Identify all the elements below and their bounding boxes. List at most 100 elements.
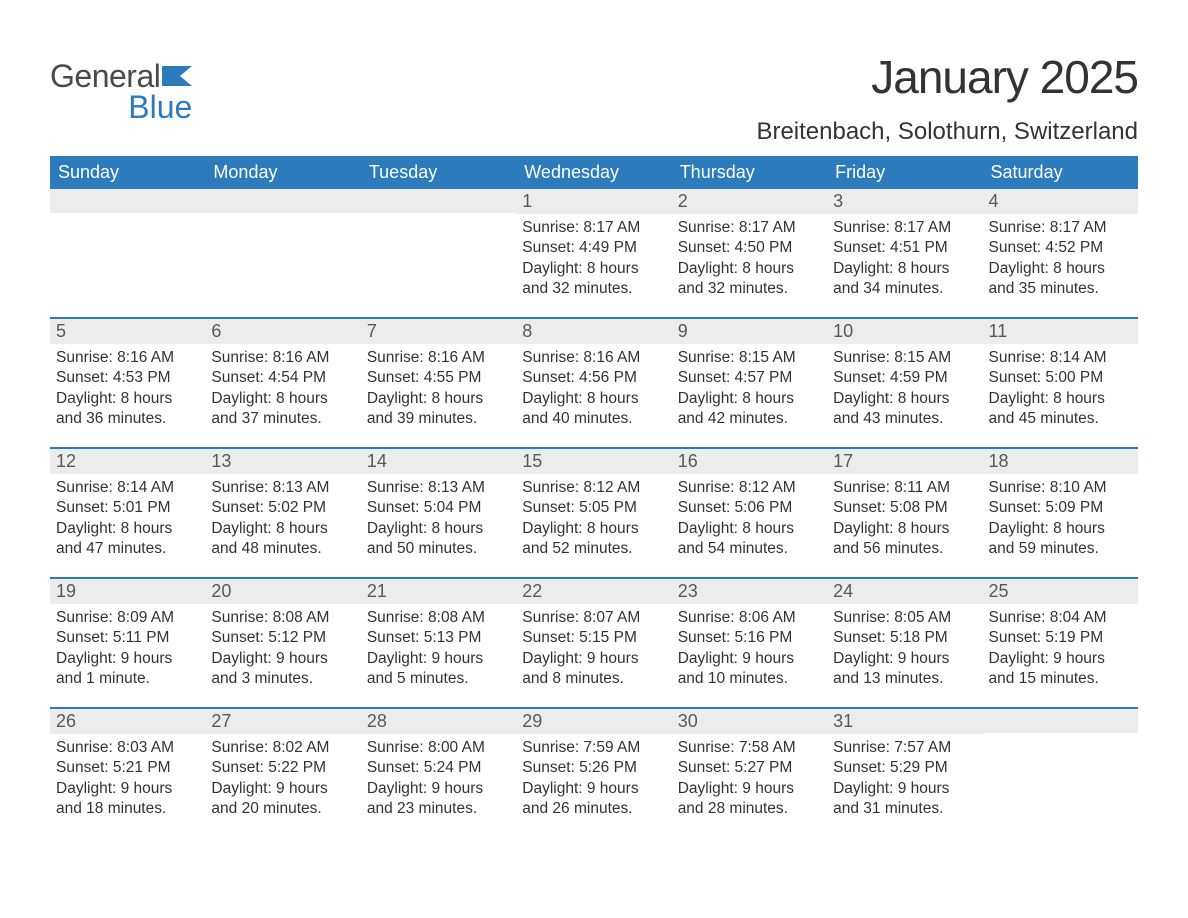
month-title: January 2025 bbox=[756, 50, 1138, 104]
sunset-line: Sunset: 5:21 PM bbox=[56, 758, 199, 778]
daylight-line: Daylight: 8 hours and 40 minutes. bbox=[522, 389, 665, 430]
weeks-container: 1Sunrise: 8:17 AMSunset: 4:49 PMDaylight… bbox=[50, 189, 1138, 837]
daylight-line: Daylight: 9 hours and 20 minutes. bbox=[211, 779, 354, 820]
day-body: Sunrise: 8:08 AMSunset: 5:12 PMDaylight:… bbox=[205, 604, 360, 698]
day-number: 29 bbox=[522, 711, 542, 731]
day-number-row: 26 bbox=[50, 709, 205, 734]
day-number-row: 4 bbox=[983, 189, 1138, 214]
day-number-row bbox=[361, 189, 516, 213]
day-body: Sunrise: 8:15 AMSunset: 4:59 PMDaylight:… bbox=[827, 344, 982, 438]
sunrise-line: Sunrise: 8:17 AM bbox=[678, 218, 821, 238]
calendar-week: 19Sunrise: 8:09 AMSunset: 5:11 PMDayligh… bbox=[50, 577, 1138, 707]
day-number: 2 bbox=[678, 191, 688, 211]
calendar-cell: 1Sunrise: 8:17 AMSunset: 4:49 PMDaylight… bbox=[516, 189, 671, 317]
calendar-page: General Blue January 2025 Breitenbach, S… bbox=[0, 0, 1188, 877]
sunrise-line: Sunrise: 8:08 AM bbox=[211, 608, 354, 628]
day-number-row: 10 bbox=[827, 319, 982, 344]
location-label: Breitenbach, Solothurn, Switzerland bbox=[756, 118, 1138, 146]
calendar-cell: 30Sunrise: 7:58 AMSunset: 5:27 PMDayligh… bbox=[672, 709, 827, 837]
calendar-cell: 8Sunrise: 8:16 AMSunset: 4:56 PMDaylight… bbox=[516, 319, 671, 447]
daylight-line: Daylight: 8 hours and 59 minutes. bbox=[989, 519, 1132, 560]
calendar-cell: 15Sunrise: 8:12 AMSunset: 5:05 PMDayligh… bbox=[516, 449, 671, 577]
day-number-row bbox=[50, 189, 205, 213]
sunset-line: Sunset: 4:57 PM bbox=[678, 368, 821, 388]
calendar-cell: 26 Sunrise: 8:03 AMSunset: 5:21 PMDayligh… bbox=[50, 709, 205, 837]
sunset-line: Sunset: 5:29 PM bbox=[833, 758, 976, 778]
sunrise-line: Sunrise: 8:15 AM bbox=[678, 348, 821, 368]
daylight-line: Daylight: 9 hours and 8 minutes. bbox=[522, 649, 665, 690]
calendar-cell: 7Sunrise: 8:16 AMSunset: 4:55 PMDaylight… bbox=[361, 319, 516, 447]
sunset-line: Sunset: 5:00 PM bbox=[989, 368, 1132, 388]
day-body: Sunrise: 8:17 AMSunset: 4:51 PMDaylight:… bbox=[827, 214, 982, 308]
day-number: 30 bbox=[678, 711, 698, 731]
sunrise-line: Sunrise: 8:16 AM bbox=[522, 348, 665, 368]
day-number: 22 bbox=[522, 581, 542, 601]
sunrise-line: Sunrise: 8:16 AM bbox=[211, 348, 354, 368]
day-body: Sunrise: 8:10 AMSunset: 5:09 PMDaylight:… bbox=[983, 474, 1138, 568]
flag-icon bbox=[162, 66, 192, 91]
day-number-row: 17 bbox=[827, 449, 982, 474]
sunrise-line: Sunrise: 7:57 AM bbox=[833, 738, 976, 758]
daylight-line: Daylight: 9 hours and 1 minute. bbox=[56, 649, 199, 690]
day-number-row: 14 bbox=[361, 449, 516, 474]
sunset-line: Sunset: 5:27 PM bbox=[678, 758, 821, 778]
day-number-row: 2 bbox=[672, 189, 827, 214]
daylight-line: Daylight: 9 hours and 3 minutes. bbox=[211, 649, 354, 690]
day-body: Sunrise: 8:09 AMSunset: 5:11 PMDaylight:… bbox=[50, 604, 205, 698]
day-number: 12 bbox=[56, 451, 76, 471]
sunrise-line: Sunrise: 8:09 AM bbox=[56, 608, 199, 628]
daylight-line: Daylight: 8 hours and 32 minutes. bbox=[678, 259, 821, 300]
sunset-line: Sunset: 4:55 PM bbox=[367, 368, 510, 388]
day-number: 24 bbox=[833, 581, 853, 601]
day-body: Sunrise: 8:05 AMSunset: 5:18 PMDaylight:… bbox=[827, 604, 982, 698]
day-body: Sunrise: 8:04 AMSunset: 5:19 PMDaylight:… bbox=[983, 604, 1138, 698]
sunset-line: Sunset: 5:16 PM bbox=[678, 628, 821, 648]
daylight-line: Daylight: 8 hours and 56 minutes. bbox=[833, 519, 976, 560]
sunrise-line: Sunrise: 8:07 AM bbox=[522, 608, 665, 628]
sunset-line: Sunset: 5:02 PM bbox=[211, 498, 354, 518]
calendar-cell: 6Sunrise: 8:16 AMSunset: 4:54 PMDaylight… bbox=[205, 319, 360, 447]
day-body: Sunrise: 8:03 AMSunset: 5:21 PMDaylight:… bbox=[50, 734, 205, 828]
day-body: Sunrise: 8:11 AMSunset: 5:08 PMDaylight:… bbox=[827, 474, 982, 568]
weekday-header: Monday bbox=[205, 156, 360, 189]
sunset-line: Sunset: 5:12 PM bbox=[211, 628, 354, 648]
calendar-cell: 2Sunrise: 8:17 AMSunset: 4:50 PMDaylight… bbox=[672, 189, 827, 317]
daylight-line: Daylight: 9 hours and 31 minutes. bbox=[833, 779, 976, 820]
sunrise-line: Sunrise: 7:59 AM bbox=[522, 738, 665, 758]
calendar-cell: 12Sunrise: 8:14 AMSunset: 5:01 PMDayligh… bbox=[50, 449, 205, 577]
sunrise-line: Sunrise: 8:12 AM bbox=[522, 478, 665, 498]
day-body: Sunrise: 8:07 AMSunset: 5:15 PMDaylight:… bbox=[516, 604, 671, 698]
day-body: Sunrise: 7:57 AMSunset: 5:29 PMDaylight:… bbox=[827, 734, 982, 828]
sunrise-line: Sunrise: 8:11 AM bbox=[833, 478, 976, 498]
daylight-line: Daylight: 8 hours and 37 minutes. bbox=[211, 389, 354, 430]
sunrise-line: Sunrise: 8:15 AM bbox=[833, 348, 976, 368]
weekday-header-row: Sunday Monday Tuesday Wednesday Thursday… bbox=[50, 156, 1138, 189]
sunrise-line: Sunrise: 8:13 AM bbox=[367, 478, 510, 498]
sunrise-line: Sunrise: 8:16 AM bbox=[56, 348, 199, 368]
day-number: 26 bbox=[56, 711, 76, 731]
calendar-cell: 16Sunrise: 8:12 AMSunset: 5:06 PMDayligh… bbox=[672, 449, 827, 577]
day-number-row: 7 bbox=[361, 319, 516, 344]
day-number-row: 22 bbox=[516, 579, 671, 604]
day-body: Sunrise: 8:02 AMSunset: 5:22 PMDaylight:… bbox=[205, 734, 360, 828]
sunset-line: Sunset: 4:53 PM bbox=[56, 368, 199, 388]
calendar-cell bbox=[361, 189, 516, 317]
calendar-cell: 21Sunrise: 8:08 AMSunset: 5:13 PMDayligh… bbox=[361, 579, 516, 707]
daylight-line: Daylight: 8 hours and 50 minutes. bbox=[367, 519, 510, 560]
calendar-week: 12Sunrise: 8:14 AMSunset: 5:01 PMDayligh… bbox=[50, 447, 1138, 577]
daylight-line: Daylight: 8 hours and 52 minutes. bbox=[522, 519, 665, 560]
sunset-line: Sunset: 4:59 PM bbox=[833, 368, 976, 388]
day-number-row: 3 bbox=[827, 189, 982, 214]
logo-word-blue: Blue bbox=[128, 89, 192, 125]
sunset-line: Sunset: 5:01 PM bbox=[56, 498, 199, 518]
calendar-cell: 24 Sunrise: 8:05 AMSunset: 5:18 PMDayligh… bbox=[827, 579, 982, 707]
header: General Blue January 2025 Breitenbach, S… bbox=[50, 50, 1138, 146]
day-number: 17 bbox=[833, 451, 853, 471]
calendar-week: 5Sunrise: 8:16 AMSunset: 4:53 PMDaylight… bbox=[50, 317, 1138, 447]
day-body: Sunrise: 8:14 AMSunset: 5:00 PMDaylight:… bbox=[983, 344, 1138, 438]
sunset-line: Sunset: 5:11 PM bbox=[56, 628, 199, 648]
weekday-header: Saturday bbox=[983, 156, 1138, 189]
sunset-line: Sunset: 5:22 PM bbox=[211, 758, 354, 778]
day-number: 23 bbox=[678, 581, 698, 601]
sunset-line: Sunset: 5:24 PM bbox=[367, 758, 510, 778]
